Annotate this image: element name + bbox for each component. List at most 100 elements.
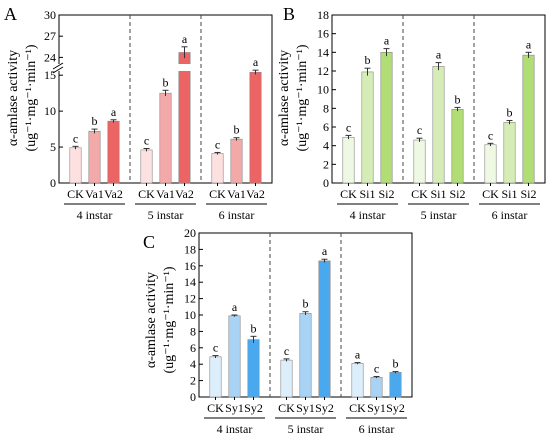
y-tick-label: 2 [190,374,196,388]
bar [351,363,364,398]
group-label: 4 instar [77,208,113,222]
bar [107,120,120,184]
bar [140,149,153,184]
x-category-label: Si1 [430,187,446,201]
panel-b-ylabel-line2: (ug⁻¹·mg⁻¹·min⁻¹) [295,44,310,151]
significance-letter: c [215,137,220,151]
axis-break-mark [52,62,64,70]
significance-letter: b [234,123,240,137]
bar [361,71,374,184]
y-tick-label: 2 [323,157,329,171]
panel-c-chart: C α-amlase activity (ug⁻¹·mg⁻¹·min⁻¹) 0 2… [143,226,413,436]
bar [228,315,241,398]
panel-a-ylabel-line2: (ug⁻¹·mg⁻¹·min⁻¹) [24,44,39,151]
bar [299,313,312,398]
bar [247,339,260,398]
y-tick-label: 6 [190,341,196,355]
bar [280,359,293,398]
axis-break-gap [53,64,63,71]
panel-a-label: A [4,4,17,24]
significance-letter: b [393,357,399,371]
x-category-label: Sy2 [386,401,405,415]
group-label: 4 instar [217,422,253,436]
x-category-label: Sy1 [225,401,244,415]
x-category-label: CK [278,401,295,415]
significance-letter: c [417,123,422,137]
bar [451,108,464,184]
x-category-label: CK [207,401,224,415]
x-category-label: Sy1 [367,401,386,415]
x-category-label: Sy2 [315,401,334,415]
bar [88,130,101,184]
group-label: 6 instar [492,208,528,222]
significance-letter: a [182,32,188,46]
panel-b-chart: B α-amlase activity (ug⁻¹·mg⁻¹·min⁻¹) 0 2… [277,4,546,222]
y-tick-label: 24 [44,50,56,64]
bar [413,139,426,184]
y-tick-label: 14 [184,275,196,289]
bar [370,377,383,398]
y-tick-label: 18 [317,8,329,22]
group-label: 4 instar [350,208,386,222]
significance-letter: b [455,92,461,106]
bar [389,372,402,398]
x-category-label: Va2 [104,187,123,201]
bar [69,147,82,184]
y-tick-label: 30 [44,8,56,22]
y-tick-label: 20 [184,226,196,240]
panel-a-ylabel-line1: α-amlase activity [6,50,21,146]
x-category-label: Si1 [501,187,517,201]
x-category-label: Si1 [359,187,375,201]
y-tick-label: 0 [50,176,56,190]
significance-letter: a [436,48,442,62]
significance-letter: a [384,34,390,48]
significance-letter: c [488,128,493,142]
group-label: 5 instar [421,208,457,222]
significance-letter: c [213,341,218,355]
y-tick-label: 4 [323,139,329,153]
y-tick-label: 0 [323,176,329,190]
x-category-label: CK [411,187,428,201]
significance-letter: b [92,114,98,128]
panel-a-chart: A α-amlase activity (ug⁻¹·mg⁻¹·min⁻¹) 0 5… [4,4,273,222]
bar [503,122,516,184]
group-label: 5 instar [148,208,184,222]
y-tick-label: 12 [184,292,196,306]
group-label: 6 instar [359,422,395,436]
y-tick-label: 10 [44,104,56,118]
significance-letter: c [73,131,78,145]
significance-letter: b [163,75,169,89]
panel-c-ylabel-line1: α-amlase activity [144,272,159,368]
bar [484,144,497,184]
significance-letter: c [346,120,351,134]
x-category-label: Va1 [85,187,104,201]
bar [230,138,243,184]
bar [211,153,224,184]
group-label: 6 instar [219,208,255,222]
bar [209,356,222,398]
y-tick-label: 10 [317,83,329,97]
y-tick-label: 8 [323,101,329,115]
y-tick-label: 15 [44,68,56,82]
bar [178,52,191,184]
y-tick-label: 27 [44,29,56,43]
y-tick-label: 10 [184,308,196,322]
significance-letter: c [144,134,149,148]
y-tick-label: 12 [317,64,329,78]
panel-c-label: C [143,232,155,252]
panel-b-label: B [283,4,295,24]
x-category-label: Va2 [246,187,265,201]
significance-letter: a [253,55,259,69]
significance-letter: c [284,344,289,358]
x-category-label: CK [209,187,226,201]
x-category-label: Si2 [378,187,394,201]
x-category-label: Sy2 [244,401,263,415]
x-category-label: Si2 [449,187,465,201]
x-category-label: Si2 [520,187,536,201]
significance-letter: a [232,300,238,314]
x-category-label: CK [340,187,357,201]
bar [249,72,262,184]
panel-c-ylabel-line2: (ug⁻¹·mg⁻¹·min⁻¹) [162,266,177,373]
significance-letter: a [526,37,532,51]
